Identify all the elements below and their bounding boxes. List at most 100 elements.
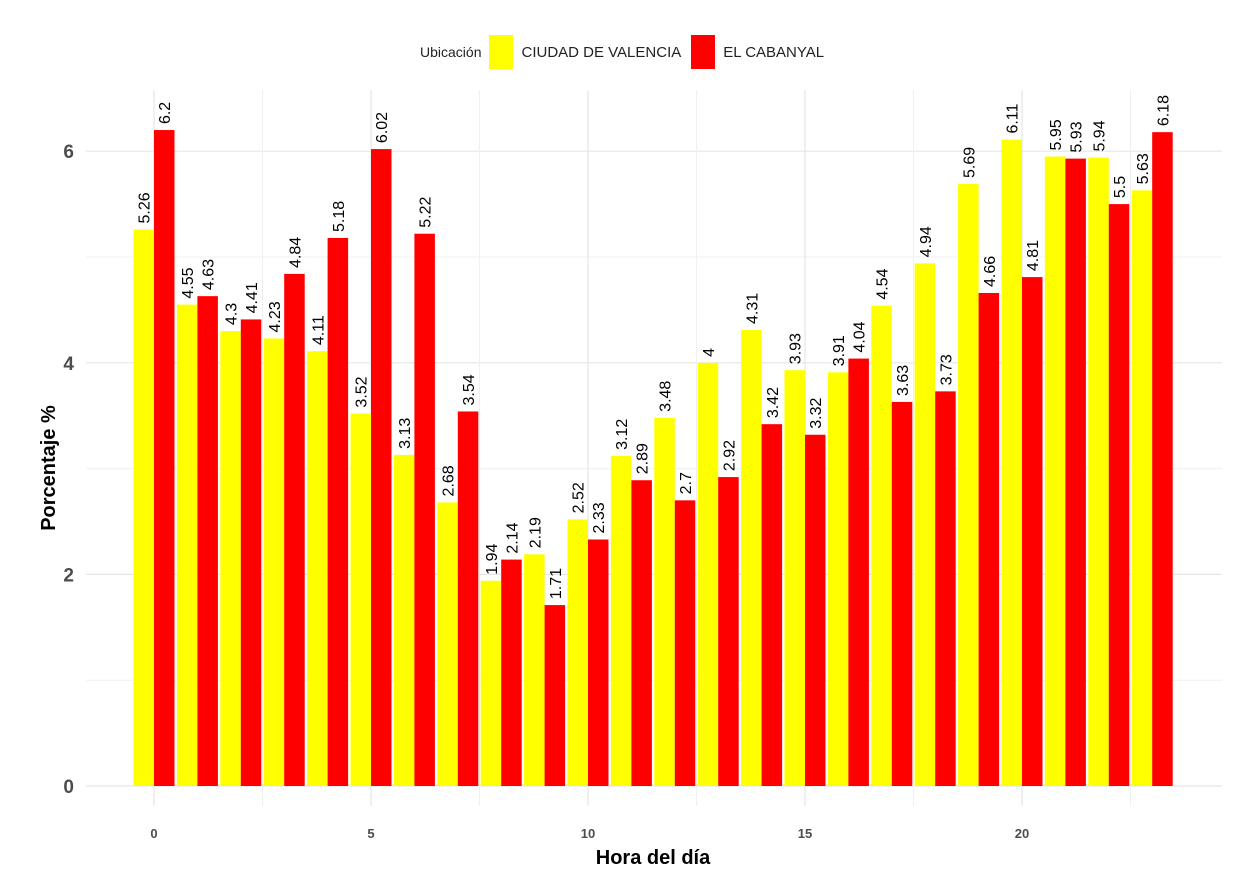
- data-label: 5.95: [1048, 119, 1065, 150]
- bar-el-cabanyal: [891, 401, 913, 786]
- bar-el-cabanyal: [718, 477, 739, 786]
- data-label: 5.5: [1112, 176, 1129, 198]
- data-label: 5.69: [961, 147, 978, 178]
- bar-el-cabanyal: [501, 559, 522, 786]
- data-label: 4.11: [310, 315, 327, 345]
- legend: Ubicación CIUDAD DE VALENCIA EL CABANYAL: [420, 34, 834, 70]
- bar-el-cabanyal: [805, 434, 826, 786]
- bar-el-cabanyal: [240, 319, 262, 786]
- x-tick-label: 20: [1015, 826, 1029, 841]
- data-label: 5.18: [331, 201, 348, 232]
- bar-ciudad-de-valencia: [220, 331, 241, 786]
- data-label: 4.94: [918, 226, 935, 257]
- data-label: 1.94: [484, 544, 501, 575]
- data-label: 3.12: [614, 419, 631, 450]
- bar-ciudad-de-valencia: [437, 502, 458, 786]
- data-label: 3.13: [397, 418, 414, 449]
- y-axis-label: Porcentaje %: [38, 405, 60, 531]
- bar-ciudad-de-valencia: [914, 263, 936, 786]
- legend-label-ciudad-de-valencia: CIUDAD DE VALENCIA: [521, 43, 682, 61]
- bar-ciudad-de-valencia: [393, 454, 415, 786]
- bar-el-cabanyal: [848, 358, 869, 786]
- data-label: 3.52: [354, 376, 371, 407]
- x-tick-label: 0: [150, 826, 157, 841]
- x-axis-label: Hora del día: [596, 847, 711, 869]
- legend-swatch-el-cabanyal: [691, 35, 716, 69]
- bar-el-cabanyal: [588, 539, 609, 786]
- bar-ciudad-de-valencia: [958, 183, 979, 787]
- bar-el-cabanyal: [674, 500, 696, 786]
- data-label: 4.41: [244, 282, 261, 313]
- data-label: 2.92: [721, 440, 738, 471]
- data-label: 6.02: [374, 112, 391, 143]
- bar-ciudad-de-valencia: [567, 519, 588, 786]
- bar-el-cabanyal: [327, 237, 349, 786]
- bar-el-cabanyal: [284, 273, 305, 787]
- data-label: 2.19: [527, 517, 544, 548]
- legend-swatch-ciudad-de-valencia: [489, 35, 514, 69]
- data-label: 2.33: [591, 502, 608, 533]
- bar-ciudad-de-valencia: [871, 305, 892, 786]
- bar-el-cabanyal: [457, 411, 479, 786]
- data-label: 4.84: [287, 237, 304, 268]
- data-label: 5.94: [1092, 120, 1109, 151]
- bar-el-cabanyal: [935, 391, 956, 786]
- data-label: 4.63: [201, 259, 218, 290]
- data-label: 5.93: [1069, 121, 1086, 152]
- data-label: 4.81: [1025, 240, 1042, 271]
- data-label: 4.66: [982, 256, 999, 287]
- data-label: 3.91: [831, 335, 848, 366]
- y-tick-label: 4: [63, 354, 74, 375]
- y-tick-label: 6: [63, 142, 74, 163]
- bar-ciudad-de-valencia: [1088, 157, 1109, 787]
- bar-ciudad-de-valencia: [1044, 156, 1066, 787]
- bar-ciudad-de-valencia: [610, 455, 632, 786]
- data-label: 4.54: [875, 268, 892, 299]
- bar-ciudad-de-valencia: [176, 304, 198, 786]
- bar-el-cabanyal: [978, 292, 1000, 786]
- data-label: 6.2: [157, 102, 174, 124]
- bar-el-cabanyal: [197, 296, 218, 786]
- bar-ciudad-de-valencia: [827, 372, 849, 786]
- data-label: 2.14: [504, 522, 521, 553]
- bars: [133, 130, 1173, 787]
- bar-ciudad-de-valencia: [307, 351, 328, 786]
- y-tick-label: 2: [63, 565, 74, 586]
- data-label: 1.71: [548, 568, 565, 599]
- bar-el-cabanyal: [1108, 204, 1130, 787]
- bar-el-cabanyal: [761, 424, 783, 786]
- bar-el-cabanyal: [1065, 158, 1086, 786]
- data-label: 5.22: [418, 196, 435, 227]
- data-label: 5.26: [137, 192, 154, 223]
- bar-el-cabanyal: [1152, 132, 1173, 786]
- legend-title: Ubicación: [420, 44, 482, 60]
- x-tick-label: 10: [581, 826, 595, 841]
- data-label: 3.93: [788, 333, 805, 364]
- bar-ciudad-de-valencia: [133, 229, 154, 786]
- data-label: 3.42: [765, 387, 782, 418]
- data-label: 6.11: [1005, 104, 1022, 134]
- data-label: 4.23: [267, 301, 284, 332]
- data-label: 3.54: [461, 374, 478, 405]
- bar-ciudad-de-valencia: [1131, 190, 1153, 786]
- data-label: 2.52: [571, 482, 588, 513]
- data-label: 2.89: [635, 443, 652, 474]
- data-label: 6.18: [1155, 95, 1172, 126]
- bar-el-cabanyal: [154, 130, 175, 787]
- y-tick-label: 0: [63, 777, 74, 798]
- bar-ciudad-de-valencia: [784, 370, 805, 786]
- bar-ciudad-de-valencia: [350, 413, 371, 786]
- data-label: 2.68: [441, 465, 458, 496]
- data-label: 5.63: [1135, 153, 1152, 184]
- axis-ticks: 0 5 10 15 20 0 2 4 6: [63, 142, 1029, 841]
- bar-ciudad-de-valencia: [741, 330, 762, 786]
- bar-el-cabanyal: [1022, 277, 1043, 786]
- data-label: 3.32: [808, 398, 825, 429]
- x-tick-label: 5: [367, 826, 374, 841]
- bar-el-cabanyal: [371, 149, 392, 787]
- data-label: 4.04: [852, 321, 869, 352]
- data-label: 4.31: [744, 293, 761, 324]
- x-tick-label: 15: [798, 826, 812, 841]
- data-label: 4.55: [180, 267, 197, 298]
